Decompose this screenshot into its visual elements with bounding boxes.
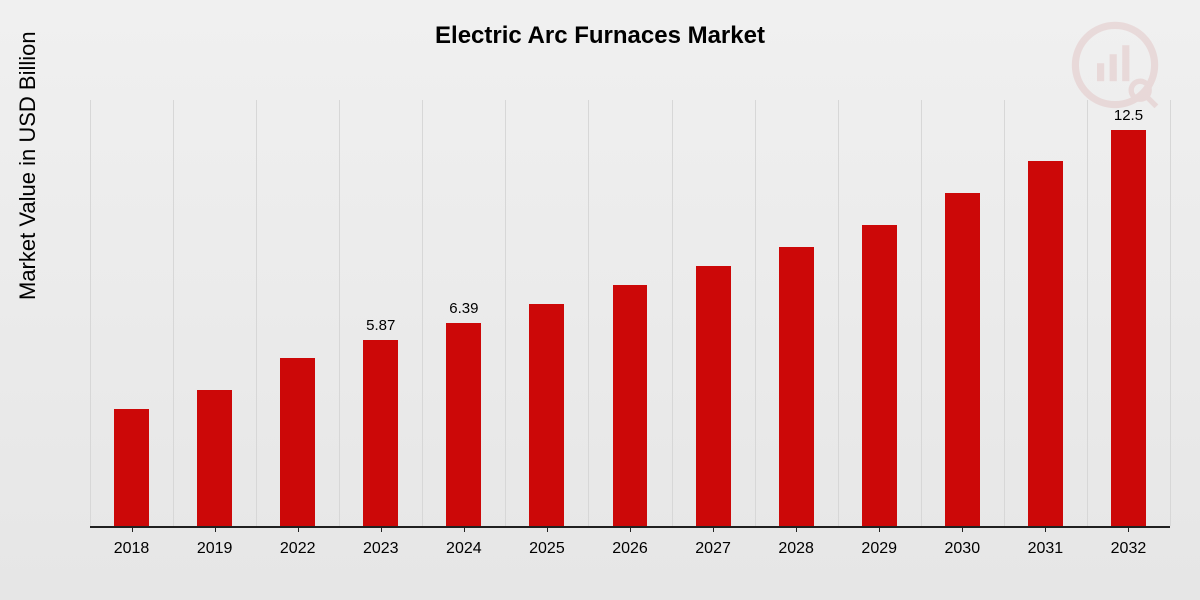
x-axis-label: 2025 <box>529 540 565 558</box>
x-tick <box>547 526 548 532</box>
bar-value-label: 6.39 <box>449 300 478 317</box>
bar-value-label: 5.87 <box>366 317 395 334</box>
gridline <box>90 100 91 526</box>
x-tick <box>879 526 880 532</box>
x-axis-label: 2031 <box>1028 540 1064 558</box>
x-axis-label: 2030 <box>945 540 981 558</box>
x-axis-label: 2022 <box>280 540 316 558</box>
x-axis-label: 2018 <box>114 540 150 558</box>
bar <box>363 340 398 526</box>
x-axis-label: 2029 <box>861 540 897 558</box>
gridline <box>256 100 257 526</box>
x-tick <box>796 526 797 532</box>
bar <box>696 266 731 526</box>
x-axis-label: 2024 <box>446 540 482 558</box>
bar <box>529 304 564 526</box>
gridline <box>1170 100 1171 526</box>
gridline <box>672 100 673 526</box>
x-tick <box>215 526 216 532</box>
gridline <box>838 100 839 526</box>
gridline <box>1004 100 1005 526</box>
x-tick <box>1045 526 1046 532</box>
x-axis-label: 2023 <box>363 540 399 558</box>
x-tick <box>1128 526 1129 532</box>
x-tick <box>298 526 299 532</box>
bar <box>1028 161 1063 526</box>
gridline <box>1087 100 1088 526</box>
bar <box>779 247 814 526</box>
bar <box>114 409 149 526</box>
y-axis-label: Market Value in USD Billion <box>15 31 41 300</box>
gridline <box>588 100 589 526</box>
x-tick <box>630 526 631 532</box>
x-axis-label: 2032 <box>1111 540 1147 558</box>
gridline <box>755 100 756 526</box>
bar <box>280 358 315 526</box>
x-tick <box>464 526 465 532</box>
gridline <box>422 100 423 526</box>
x-tick <box>962 526 963 532</box>
bar <box>613 285 648 526</box>
bar <box>446 323 481 526</box>
plot-area: 20182019202220235.8720246.39202520262027… <box>90 100 1170 528</box>
gridline <box>921 100 922 526</box>
bar <box>1111 130 1146 526</box>
watermark-logo <box>1070 20 1160 110</box>
x-tick <box>132 526 133 532</box>
bar <box>862 225 897 526</box>
bar <box>197 390 232 526</box>
x-axis-label: 2026 <box>612 540 648 558</box>
x-tick <box>713 526 714 532</box>
gridline <box>505 100 506 526</box>
chart-title: Electric Arc Furnaces Market <box>435 22 765 50</box>
x-axis-label: 2027 <box>695 540 731 558</box>
gridline <box>339 100 340 526</box>
bar-value-label: 12.5 <box>1114 107 1143 124</box>
x-axis-label: 2028 <box>778 540 814 558</box>
bar <box>945 193 980 526</box>
gridline <box>173 100 174 526</box>
x-axis-label: 2019 <box>197 540 233 558</box>
x-tick <box>381 526 382 532</box>
